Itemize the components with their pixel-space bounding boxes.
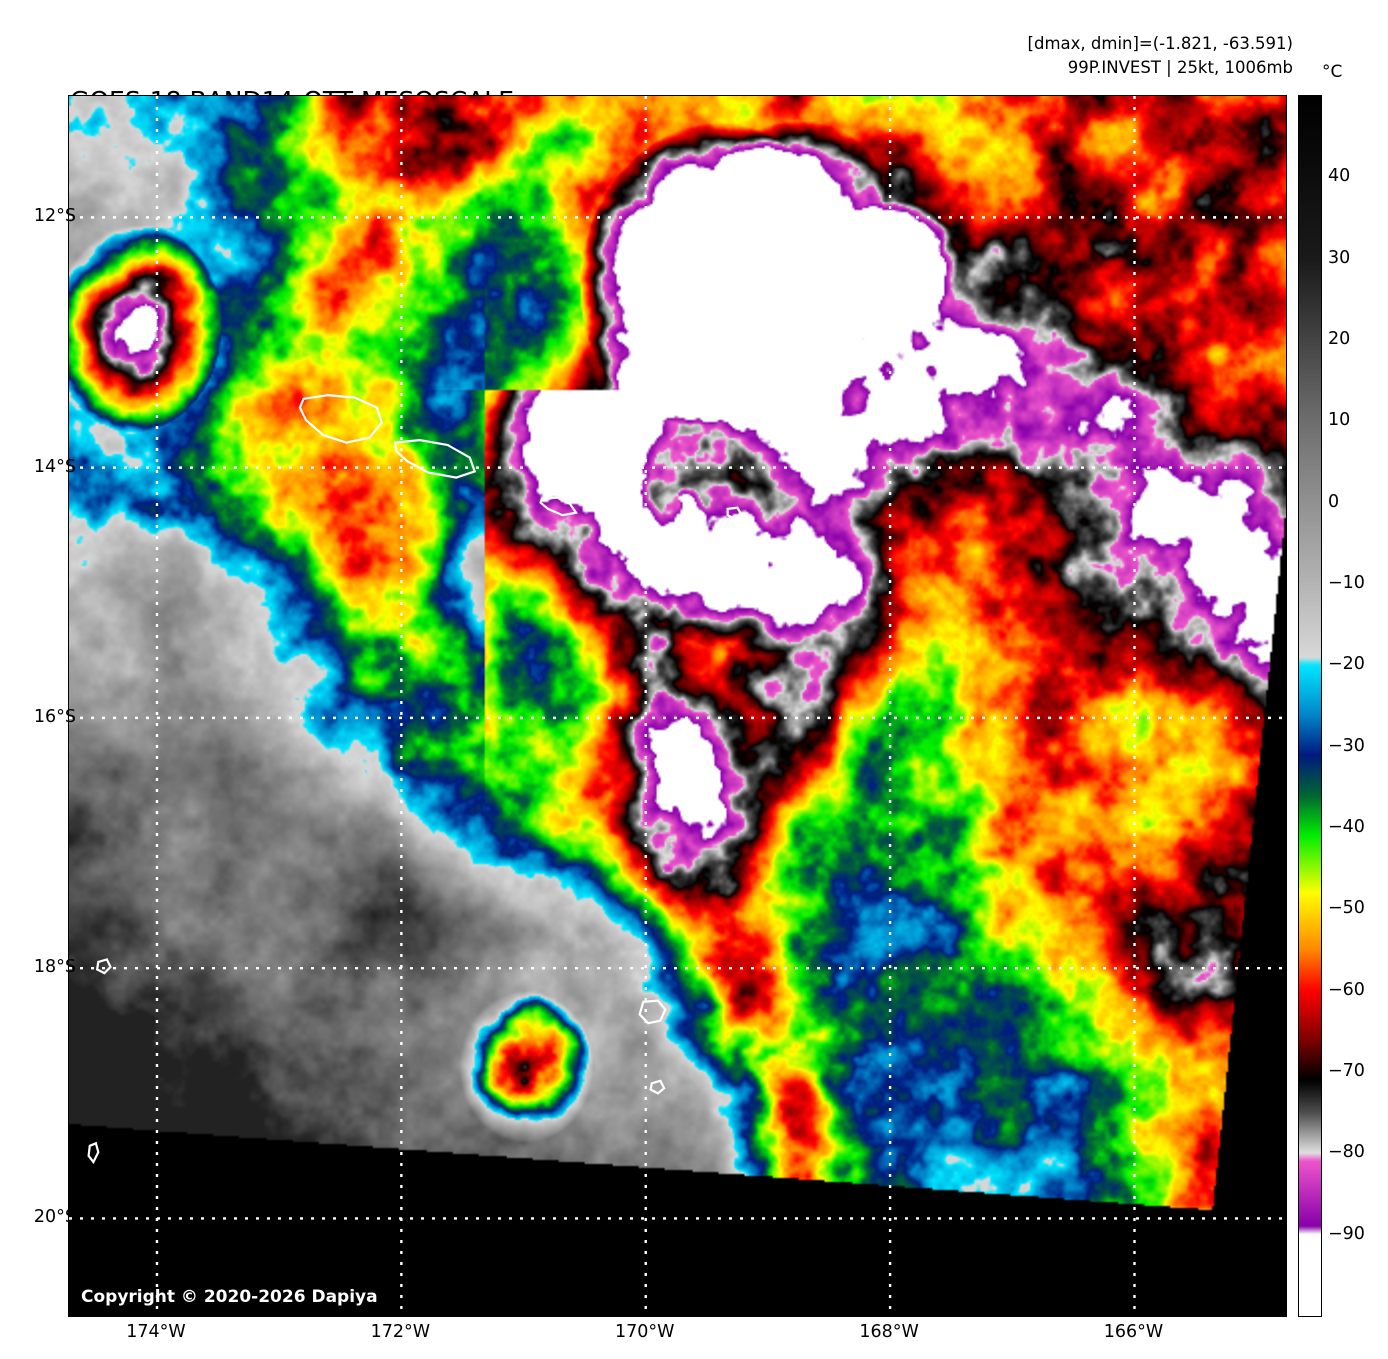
colorbar-tick-9: −50: [1328, 898, 1365, 919]
colorbar-tick-13: −90: [1328, 1223, 1365, 1244]
storm-info-label: 99P.INVEST | 25kt, 1006mb: [1067, 58, 1293, 77]
data-extremes-label: [dmax, dmin]=(-1.821, -63.591): [1027, 34, 1293, 53]
lon-tick-3: 168°W: [859, 1322, 919, 1342]
satellite-image-plot[interactable]: Copyright © 2020-2026 Dapiya: [68, 95, 1287, 1317]
colorbar-tick-10: −60: [1328, 979, 1365, 1000]
colorbar-tick-12: −80: [1328, 1142, 1365, 1163]
lon-tick-2: 170°W: [614, 1322, 675, 1342]
lat-tick-2: 16°S: [33, 706, 76, 727]
lat-tick-0: 12°S: [33, 206, 76, 227]
colorbar-tick-4: 0: [1328, 491, 1340, 512]
lat-tick-1: 14°S: [33, 456, 76, 477]
colorbar-tick-1: 30: [1328, 247, 1351, 268]
lon-tick-1: 172°W: [370, 1322, 431, 1342]
lon-tick-4: 166°W: [1103, 1322, 1164, 1342]
colorbar[interactable]: [1298, 95, 1322, 1317]
lat-tick-4: 20°S: [33, 1207, 76, 1228]
colorbar-tick-11: −70: [1328, 1061, 1365, 1081]
colorbar-tick-8: −40: [1328, 817, 1365, 837]
colorbar-tick-0: 40: [1328, 166, 1351, 187]
colorbar-tick-5: −10: [1328, 573, 1365, 593]
satellite-infrared-imagery: [69, 96, 1286, 1316]
lat-tick-3: 18°S: [33, 957, 76, 978]
copyright-notice: Copyright © 2020-2026 Dapiya: [81, 1287, 378, 1307]
colorbar-tick-3: 10: [1328, 410, 1351, 431]
lon-tick-0: 174°W: [126, 1322, 186, 1342]
colorbar-tick-2: 20: [1328, 329, 1351, 349]
colorbar-tick-7: −30: [1328, 735, 1365, 756]
colorbar-tick-6: −20: [1328, 654, 1365, 675]
colorbar-unit-label: °C: [1322, 62, 1343, 82]
colorbar-gradient: [1299, 96, 1321, 1316]
header-metadata: [dmax, dmin]=(-1.821, -63.591) 99P.INVES…: [1028, 32, 1293, 80]
